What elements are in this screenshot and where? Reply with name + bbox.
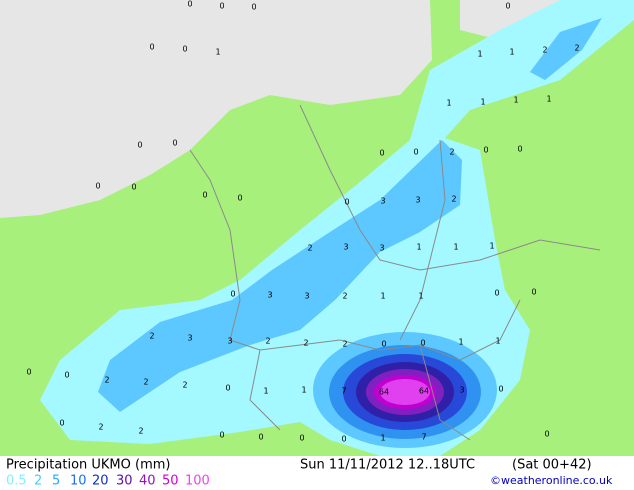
station-value: 0	[494, 289, 499, 298]
valid-time: Sun 11/11/2012 12..18UTC	[300, 458, 475, 473]
borders	[189, 104, 601, 441]
station-value: 0	[219, 2, 224, 11]
station-value: 2	[542, 46, 547, 55]
station-value: 1	[380, 434, 385, 443]
station-value: 0	[237, 194, 242, 203]
station-value: 0	[381, 340, 386, 349]
station-value: 2	[182, 381, 187, 390]
station-value: 1	[546, 95, 551, 104]
legend-label: 10	[70, 474, 87, 489]
station-value: 0	[149, 43, 154, 52]
station-value: 1	[416, 243, 421, 252]
legend-label: 20	[92, 474, 109, 489]
station-value: 0	[299, 434, 304, 443]
station-value: 7	[421, 433, 426, 442]
station-value: 3	[380, 197, 385, 206]
station-value: 2	[104, 376, 109, 385]
station-value: 0	[258, 433, 263, 442]
station-value: 0	[344, 198, 349, 207]
station-value: 3	[343, 243, 348, 252]
station-value: 3	[227, 337, 232, 346]
station-value: 0	[26, 368, 31, 377]
station-value: 0	[225, 384, 230, 393]
station-value: 0	[544, 430, 549, 439]
station-value: 1	[215, 48, 220, 57]
station-value: 3	[415, 196, 420, 205]
station-value: 0	[64, 371, 69, 380]
station-value: 0	[95, 182, 100, 191]
legend-label: 2	[34, 474, 42, 489]
station-value: 0	[59, 419, 64, 428]
title: Precipitation UKMO (mm)	[6, 458, 170, 473]
precip-area	[380, 379, 430, 405]
station-value: 64	[379, 388, 389, 397]
station-value: 0	[172, 139, 177, 148]
station-value: 1	[458, 338, 463, 347]
station-value: 0	[182, 45, 187, 54]
sea	[0, 0, 432, 218]
station-value: 0	[341, 435, 346, 444]
station-value: 1	[480, 98, 485, 107]
station-value: 1	[495, 337, 500, 346]
precip-area	[98, 140, 462, 412]
station-value: 3	[304, 292, 309, 301]
legend-label: 0.5	[6, 474, 27, 489]
station-value: 2	[342, 292, 347, 301]
station-value: 0	[131, 183, 136, 192]
station-value: 1	[263, 387, 268, 396]
station-value: 2	[307, 244, 312, 253]
station-value: 2	[342, 340, 347, 349]
legend-label: 5	[52, 474, 60, 489]
station-value: 2	[451, 195, 456, 204]
station-value: 64	[419, 387, 429, 396]
legend-label: 50	[162, 474, 179, 489]
station-value: 2	[303, 339, 308, 348]
run: (Sat 00+42)	[512, 458, 592, 473]
station-value: 0	[379, 149, 384, 158]
station-value: 1	[453, 243, 458, 252]
station-value: 0	[187, 0, 192, 9]
station-value: 1	[446, 99, 451, 108]
station-value: 1	[477, 50, 482, 59]
station-value: 2	[138, 427, 143, 436]
station-value: 0	[517, 145, 522, 154]
station-value: 0	[505, 2, 510, 11]
station-value: 7	[341, 387, 346, 396]
station-value: 1	[301, 386, 306, 395]
station-value: 1	[418, 292, 423, 301]
station-value: 3	[267, 291, 272, 300]
station-value: 0	[230, 290, 235, 299]
station-value: 2	[265, 337, 270, 346]
station-value: 2	[449, 148, 454, 157]
station-value: 2	[143, 378, 148, 387]
precip-area	[530, 18, 602, 80]
station-value: 0	[413, 148, 418, 157]
station-value: 0	[498, 385, 503, 394]
station-value: 3	[379, 244, 384, 253]
station-value: 1	[380, 292, 385, 301]
station-value: 2	[574, 44, 579, 53]
station-value: 1	[509, 48, 514, 57]
station-value: 1	[489, 242, 494, 251]
legend-label: 30	[116, 474, 133, 489]
credit: ©weatheronline.co.uk	[490, 474, 613, 487]
station-value: 3	[187, 334, 192, 343]
legend-label: 40	[139, 474, 156, 489]
station-value: 3	[459, 386, 464, 395]
station-value: 0	[531, 288, 536, 297]
station-value: 0	[483, 146, 488, 155]
station-value: 0	[420, 339, 425, 348]
station-value: 0	[137, 141, 142, 150]
station-value: 2	[149, 332, 154, 341]
legend-label: 100	[185, 474, 210, 489]
station-value: 1	[513, 96, 518, 105]
station-value: 2	[98, 423, 103, 432]
station-value: 0	[202, 191, 207, 200]
station-value: 0	[219, 431, 224, 440]
footer-bg	[0, 456, 634, 490]
station-value: 0	[251, 3, 256, 12]
